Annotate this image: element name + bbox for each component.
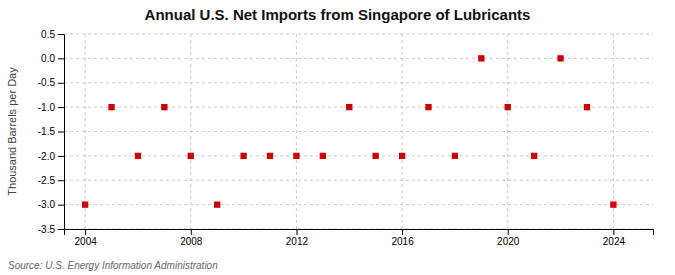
y-tick: -3.5 bbox=[38, 224, 64, 235]
point bbox=[399, 153, 405, 159]
y-tick-mark bbox=[58, 205, 64, 206]
x-tick-label: 2016 bbox=[391, 236, 414, 247]
x-grid-line bbox=[402, 34, 403, 229]
x-tick-mark bbox=[402, 229, 403, 235]
point bbox=[188, 153, 194, 159]
y-tick-mark bbox=[58, 83, 64, 84]
point bbox=[293, 153, 299, 159]
y-grid-line bbox=[64, 34, 653, 35]
y-tick-label: 0.5 bbox=[41, 29, 55, 40]
y-tick-mark bbox=[58, 34, 64, 35]
y-axis-title: Thousand Barrels per Day bbox=[6, 67, 18, 196]
y-tick-label: -0.5 bbox=[38, 77, 56, 88]
point bbox=[82, 201, 88, 207]
point bbox=[373, 153, 379, 159]
grid bbox=[64, 34, 653, 229]
x-tick-mark bbox=[85, 229, 86, 235]
chart: 2004 2008 2012 2016 2020 2024 0.5 0.0 -0.5 -1.0 -1… bbox=[0, 0, 675, 275]
x-tick-label: 2004 bbox=[75, 236, 98, 247]
x-tick-mark bbox=[613, 229, 614, 235]
y-tick: 0.5 bbox=[41, 29, 64, 40]
x-tick: 2024 bbox=[603, 229, 626, 247]
y-tick: -2.5 bbox=[38, 175, 64, 186]
point bbox=[478, 55, 484, 61]
x-tick-label: 2020 bbox=[497, 236, 520, 247]
y-axis-line bbox=[58, 35, 65, 230]
y-tick-mark bbox=[58, 180, 64, 181]
y-tick-label: -3.5 bbox=[38, 224, 56, 235]
annotation: Source: U.S. Energy Information Administ… bbox=[8, 260, 218, 271]
y-grid-line bbox=[64, 180, 653, 181]
point bbox=[610, 201, 616, 207]
y-tick-label: -2.0 bbox=[38, 151, 56, 162]
x-tick: 2012 bbox=[286, 229, 309, 247]
x-tick-label: 2012 bbox=[286, 236, 309, 247]
y-tick-mark bbox=[58, 132, 64, 133]
point bbox=[320, 153, 326, 159]
y-tick-mark bbox=[58, 156, 64, 157]
y-tick-mark bbox=[58, 58, 64, 59]
point bbox=[214, 201, 220, 207]
y-tick-label: -3.0 bbox=[38, 199, 56, 210]
point bbox=[240, 153, 246, 159]
point bbox=[452, 153, 458, 159]
y-tick: 0.0 bbox=[41, 53, 64, 64]
points bbox=[82, 55, 617, 208]
point bbox=[584, 104, 590, 110]
x-axis: 2004 2008 2012 2016 2020 2024 bbox=[65, 229, 654, 247]
x-tick-mark bbox=[296, 229, 297, 235]
y-grid-line bbox=[64, 155, 653, 156]
y-tick: -2.0 bbox=[38, 151, 64, 162]
x-grid-line bbox=[613, 34, 614, 229]
point bbox=[346, 104, 352, 110]
x-tick-mark bbox=[191, 229, 192, 235]
y-grid-line bbox=[64, 204, 653, 205]
x-tick: 2016 bbox=[391, 229, 414, 247]
x-grid-line bbox=[507, 34, 508, 229]
y-tick-label: 0.0 bbox=[41, 53, 55, 64]
y-tick: -3.0 bbox=[38, 199, 64, 210]
x-tick-label: 2008 bbox=[180, 236, 203, 247]
point bbox=[531, 153, 537, 159]
y-tick-label: -2.5 bbox=[38, 175, 56, 186]
point bbox=[425, 104, 431, 110]
y-tick-mark bbox=[58, 229, 64, 230]
x-tick: 2004 bbox=[75, 229, 98, 247]
title: Annual U.S. Net Imports from Singapore o… bbox=[145, 6, 531, 23]
point bbox=[135, 153, 141, 159]
x-tick-mark bbox=[508, 229, 509, 235]
x-grid-line bbox=[85, 34, 86, 229]
x-axis-line bbox=[65, 230, 654, 236]
point bbox=[161, 104, 167, 110]
y-tick-label: -1.5 bbox=[38, 126, 56, 137]
x-tick: 2008 bbox=[180, 229, 203, 247]
point bbox=[557, 55, 563, 61]
y-axis: 0.5 0.0 -0.5 -1.0 -1.5 -2.0 -2.5 -3.0 -3.5 bbox=[38, 29, 65, 235]
y-tick: -0.5 bbox=[38, 77, 64, 88]
point bbox=[505, 104, 511, 110]
y-grid-line bbox=[64, 58, 653, 59]
x-tick: 2020 bbox=[497, 229, 520, 247]
point bbox=[108, 104, 114, 110]
y-tick: -1.5 bbox=[38, 126, 64, 137]
y-grid-line bbox=[64, 82, 653, 83]
y-grid-line bbox=[64, 131, 653, 132]
x-tick-label: 2024 bbox=[603, 236, 626, 247]
y-tick: -1.0 bbox=[38, 102, 64, 113]
y-tick-mark bbox=[58, 107, 64, 108]
x-grid-line bbox=[296, 34, 297, 229]
y-tick-label: -1.0 bbox=[38, 102, 56, 113]
x-grid-line bbox=[190, 34, 191, 229]
y-grid-line bbox=[64, 107, 653, 108]
point bbox=[267, 153, 273, 159]
